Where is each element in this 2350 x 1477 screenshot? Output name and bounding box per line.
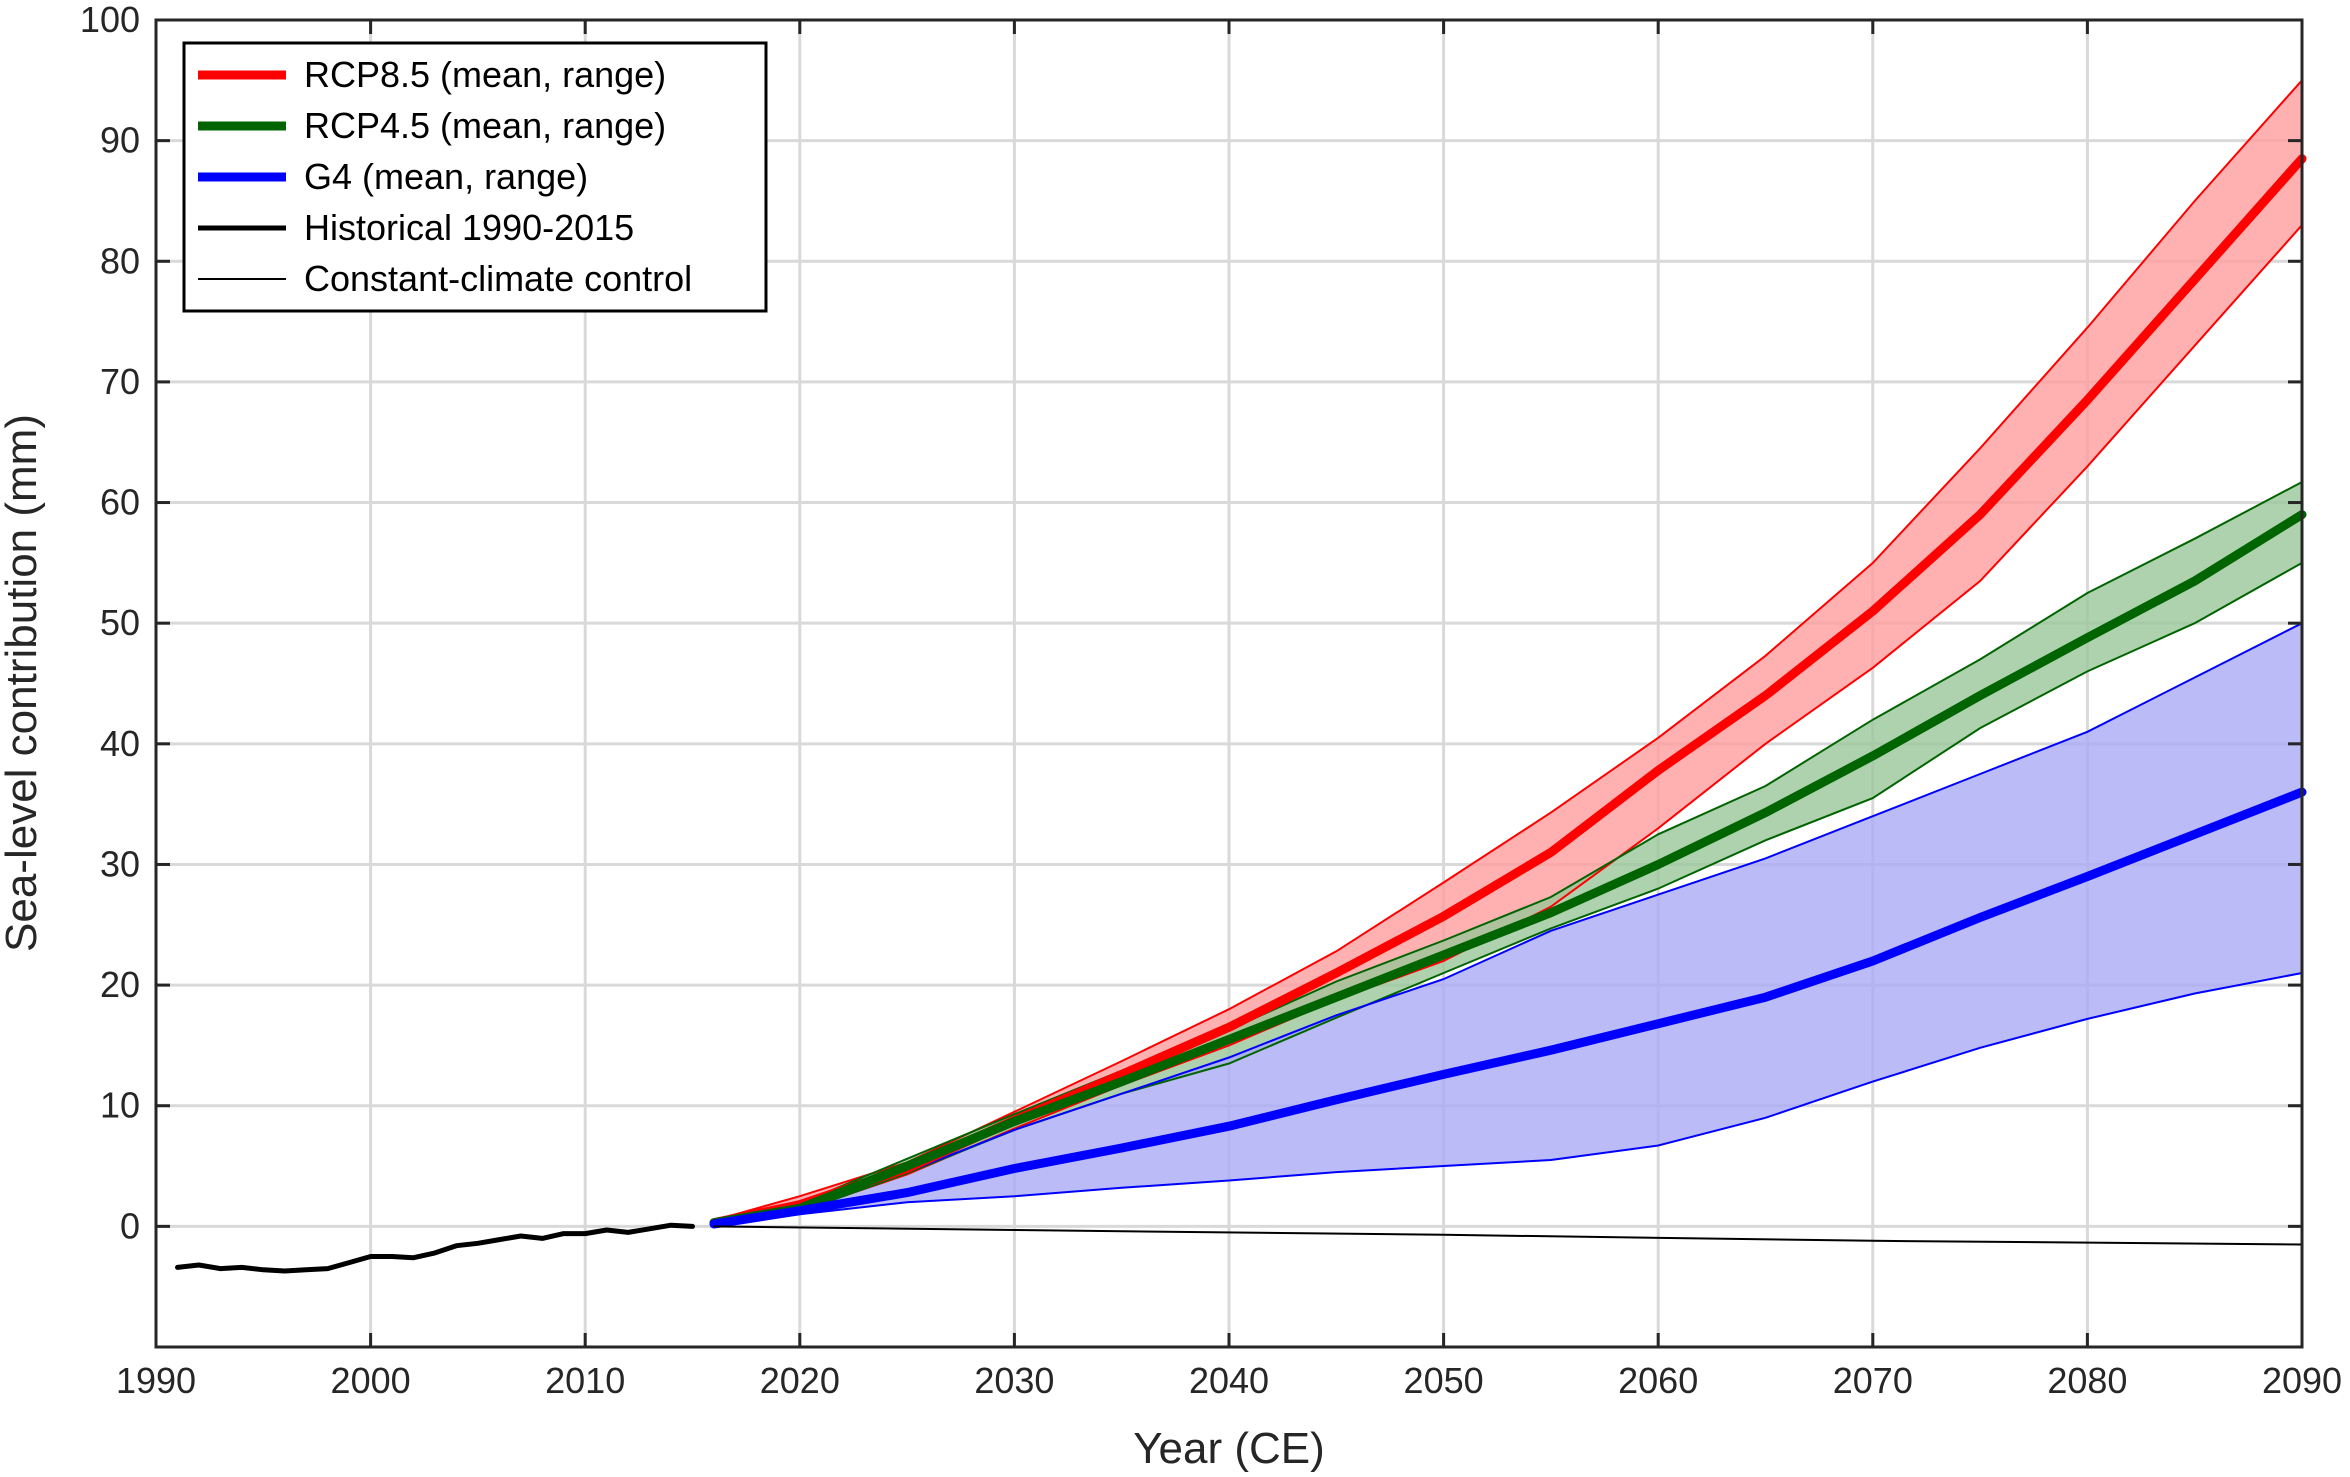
- y-tick-label: 40: [100, 723, 140, 764]
- legend-label-historical: Historical 1990-2015: [304, 207, 634, 248]
- y-tick-label: 70: [100, 361, 140, 402]
- legend-label-rcp85: RCP8.5 (mean, range): [304, 54, 666, 95]
- x-tick-labels: 1990 2000 2010 2020 2030 2040 2050 2060 2070 2080…: [116, 1360, 2342, 1401]
- x-tick-label: 2000: [331, 1360, 411, 1401]
- x-tick-label: 2060: [1618, 1360, 1698, 1401]
- series-lines: [175, 79, 2307, 1274]
- x-tick-label: 2090: [2262, 1360, 2342, 1401]
- y-tick-label: 50: [100, 602, 140, 643]
- x-tick-label: 1990: [116, 1360, 196, 1401]
- historical-1990-2015-line: [175, 1222, 695, 1274]
- g4-mean-range-line: [709, 787, 2307, 1229]
- x-tick-label: 2020: [760, 1360, 840, 1401]
- y-tick-label: 10: [100, 1085, 140, 1126]
- legend-label-rcp45: RCP4.5 (mean, range): [304, 105, 666, 146]
- rcp4-5-mean-range-upper-bound: [713, 481, 2303, 1223]
- rcp4-5-mean-range-line: [709, 510, 2307, 1228]
- x-axis-title: Year (CE): [1133, 1424, 1325, 1473]
- x-tick-label: 2040: [1189, 1360, 1269, 1401]
- y-axis-title: Sea-level contribution (mm): [0, 414, 46, 952]
- y-tick-labels: 0 10 20 30 40 50 60 70 80 90 100: [80, 0, 140, 1246]
- legend-label-control: Constant-climate control: [304, 258, 692, 299]
- x-tick-label: 2010: [545, 1360, 625, 1401]
- constant-climate-control-line: [713, 1225, 2303, 1246]
- g4-mean-range-upper-bound: [713, 622, 2303, 1223]
- y-tick-label: 0: [120, 1205, 140, 1246]
- range-bands: [714, 80, 2302, 1226]
- axis-ticks: [154, 18, 2304, 1347]
- legend-label-g4: G4 (mean, range): [304, 156, 588, 197]
- g4-mean-range-range-band: [714, 623, 2302, 1226]
- legend: RCP8.5 (mean, range) RCP4.5 (mean, range…: [182, 41, 768, 313]
- x-tick-label: 2070: [1833, 1360, 1913, 1401]
- y-tick-label: 60: [100, 482, 140, 523]
- y-tick-label: 100: [80, 0, 140, 40]
- y-tick-label: 20: [100, 964, 140, 1005]
- g4-mean-range-lower-bound: [713, 972, 2303, 1227]
- x-tick-label: 2080: [2047, 1360, 2127, 1401]
- x-tick-label: 2050: [1404, 1360, 1484, 1401]
- y-tick-label: 30: [100, 843, 140, 884]
- y-tick-label: 90: [100, 120, 140, 161]
- x-tick-label: 2030: [974, 1360, 1054, 1401]
- y-tick-label: 80: [100, 240, 140, 281]
